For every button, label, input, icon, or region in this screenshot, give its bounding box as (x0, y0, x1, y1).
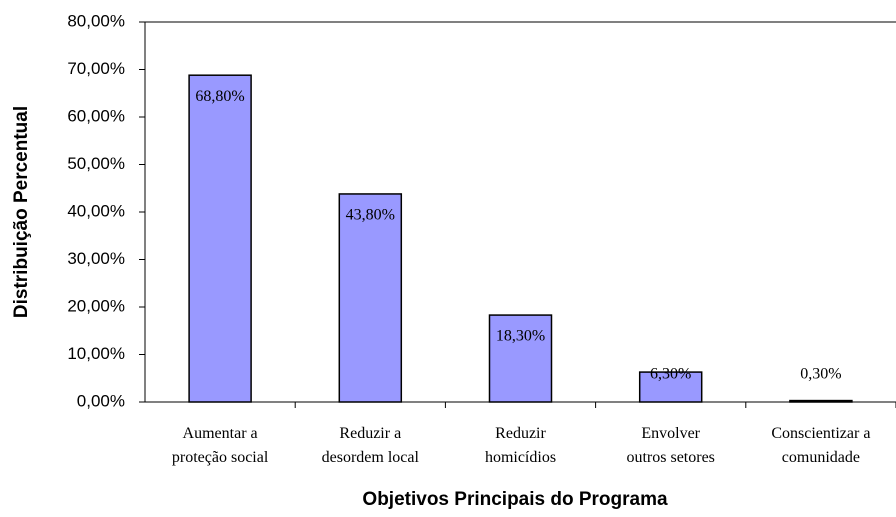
bar (488, 314, 553, 403)
y-tick-label: 60,00% (67, 106, 125, 125)
bar (638, 371, 703, 403)
y-tick-label: 10,00% (67, 344, 125, 363)
data-label: 18,30% (496, 328, 545, 345)
data-label: 43,80% (346, 207, 395, 224)
y-tick-label: 80,00% (67, 11, 125, 30)
bar (188, 74, 252, 403)
x-tick-label: Reduzir a desordem local (321, 425, 419, 466)
y-tick-label: 50,00% (67, 154, 125, 173)
y-tick-label: 70,00% (67, 59, 125, 78)
bar (338, 193, 403, 403)
y-tick-label: 30,00% (67, 249, 125, 268)
y-tick-label: 20,00% (67, 296, 125, 315)
data-label: 6,30% (650, 366, 691, 383)
x-axis-label: Objetivos Principais do Programa (362, 489, 668, 510)
data-label: 0,30% (800, 366, 841, 383)
x-tick-label: Envolver outros setores (626, 425, 715, 466)
x-tick-label: Reduzir homicídios (484, 425, 557, 466)
y-axis-label: Distribuição Percentual (11, 106, 32, 318)
bar (789, 399, 853, 403)
y-tick-label: 0,00% (77, 391, 125, 410)
x-tick-label: Aumentar a proteção social (171, 425, 269, 466)
data-label: 68,80% (195, 88, 244, 105)
y-tick-label: 40,00% (67, 201, 125, 220)
x-tick-label: Conscientizar a comunidade (771, 425, 871, 466)
